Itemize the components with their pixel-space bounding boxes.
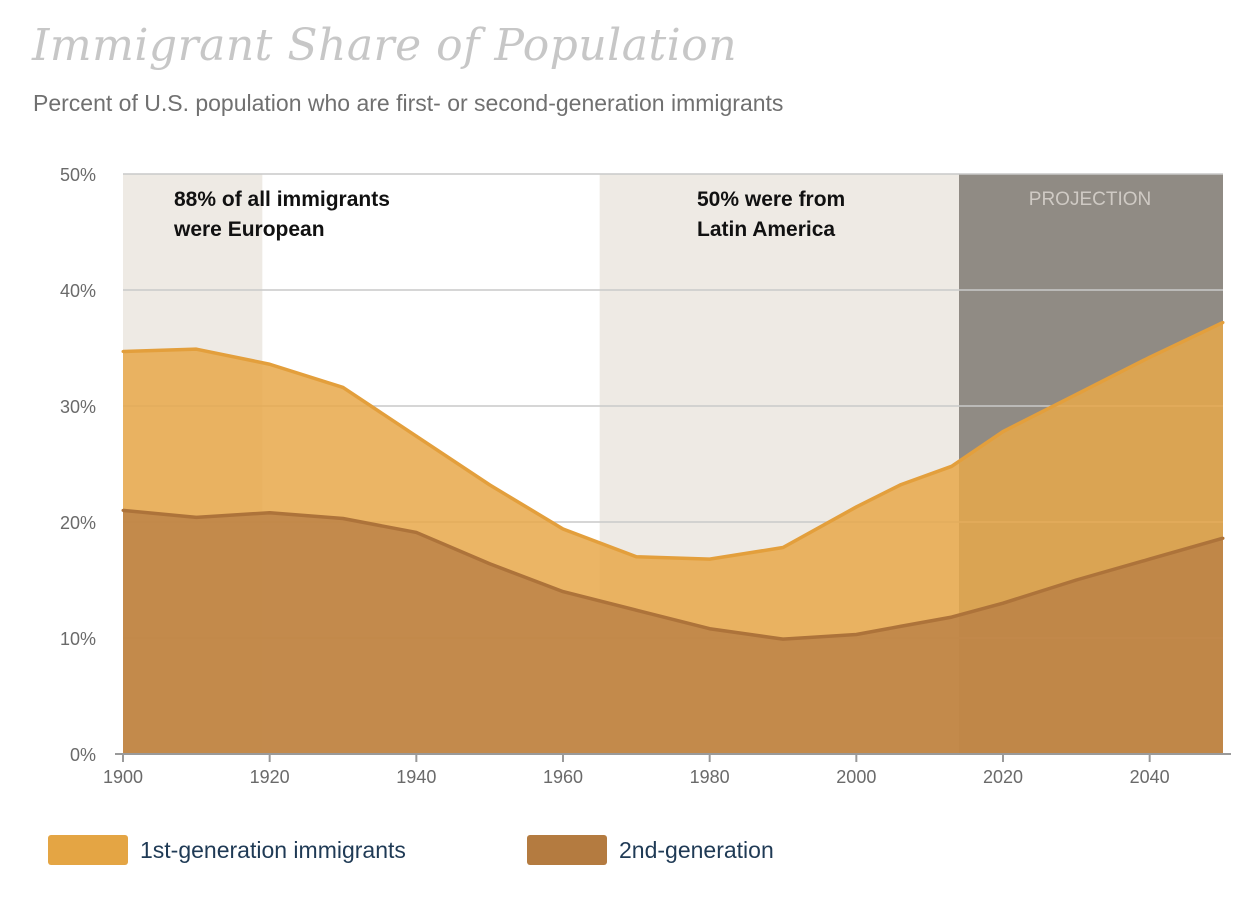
point-second-generation-2030 bbox=[1074, 578, 1078, 582]
legend-label-second-generation: 2nd-generation bbox=[619, 836, 774, 863]
point-first-generation-2030 bbox=[1074, 392, 1078, 396]
chart-title: Immigrant Share of Population bbox=[32, 20, 738, 71]
x-tick-label-2020: 2020 bbox=[983, 767, 1023, 787]
point-second-generation-2013 bbox=[950, 615, 954, 619]
annotation-2-line-0: PROJECTION bbox=[1029, 189, 1151, 210]
point-first-generation-2040 bbox=[1148, 355, 1152, 359]
point-second-generation-1950 bbox=[488, 562, 492, 566]
point-second-generation-1940 bbox=[414, 530, 418, 534]
legend-label-first-generation: 1st-generation immigrants bbox=[140, 836, 406, 863]
point-first-generation-1910 bbox=[194, 347, 198, 351]
x-tick-label-1900: 1900 bbox=[103, 767, 143, 787]
point-first-generation-1900 bbox=[121, 349, 125, 353]
point-first-generation-2006 bbox=[898, 483, 902, 487]
point-first-generation-1950 bbox=[488, 483, 492, 487]
y-tick-label-1: 10% bbox=[60, 629, 96, 649]
x-tick-label-2000: 2000 bbox=[836, 767, 876, 787]
point-second-generation-2000 bbox=[854, 633, 858, 637]
point-second-generation-1930 bbox=[341, 517, 345, 521]
point-second-generation-1970 bbox=[634, 608, 638, 612]
legend-swatch-first-generation bbox=[48, 835, 128, 865]
point-second-generation-2020 bbox=[1001, 601, 1005, 605]
y-tick-label-5: 50% bbox=[60, 165, 96, 185]
x-tick-label-2040: 2040 bbox=[1130, 767, 1170, 787]
legend-item-second-generation: 2nd-generation bbox=[527, 834, 774, 866]
annotation-0-line-0: 88% of all immigrants bbox=[174, 188, 390, 211]
area-second-generation bbox=[123, 510, 1223, 754]
point-first-generation-1940 bbox=[414, 434, 418, 438]
annotation-0-line-1: were European bbox=[173, 218, 325, 241]
point-first-generation-2020 bbox=[1001, 430, 1005, 434]
point-second-generation-1910 bbox=[194, 515, 198, 519]
point-first-generation-1990 bbox=[781, 546, 785, 550]
y-tick-label-3: 30% bbox=[60, 397, 96, 417]
point-second-generation-2040 bbox=[1148, 557, 1152, 561]
x-tick-label-1920: 1920 bbox=[250, 767, 290, 787]
point-second-generation-1990 bbox=[781, 637, 785, 641]
point-first-generation-1930 bbox=[341, 385, 345, 389]
y-tick-label-0: 0% bbox=[70, 745, 96, 765]
point-second-generation-1960 bbox=[561, 590, 565, 594]
annotation-1-line-0: 50% were from bbox=[697, 188, 845, 211]
annotation-1-line-1: Latin America bbox=[697, 218, 835, 241]
chart-subtitle: Percent of U.S. population who are first… bbox=[33, 90, 784, 116]
legend-swatch-second-generation bbox=[527, 835, 607, 865]
point-second-generation-1900 bbox=[121, 508, 125, 512]
point-first-generation-2013 bbox=[950, 464, 954, 468]
y-tick-label-2: 20% bbox=[60, 513, 96, 533]
y-tick-label-4: 40% bbox=[60, 281, 96, 301]
x-tick-label-1940: 1940 bbox=[396, 767, 436, 787]
point-first-generation-2000 bbox=[854, 505, 858, 509]
point-first-generation-1970 bbox=[634, 555, 638, 559]
point-second-generation-2050 bbox=[1221, 536, 1225, 540]
point-first-generation-2050 bbox=[1221, 320, 1225, 324]
point-second-generation-1980 bbox=[708, 627, 712, 631]
point-second-generation-2006 bbox=[898, 624, 902, 628]
x-tick-label-1960: 1960 bbox=[543, 767, 583, 787]
x-tick-label-1980: 1980 bbox=[690, 767, 730, 787]
point-first-generation-1920 bbox=[268, 362, 272, 366]
point-first-generation-1980 bbox=[708, 557, 712, 561]
point-second-generation-1920 bbox=[268, 511, 272, 515]
point-first-generation-1960 bbox=[561, 527, 565, 531]
legend-item-first-generation: 1st-generation immigrants bbox=[48, 834, 406, 866]
